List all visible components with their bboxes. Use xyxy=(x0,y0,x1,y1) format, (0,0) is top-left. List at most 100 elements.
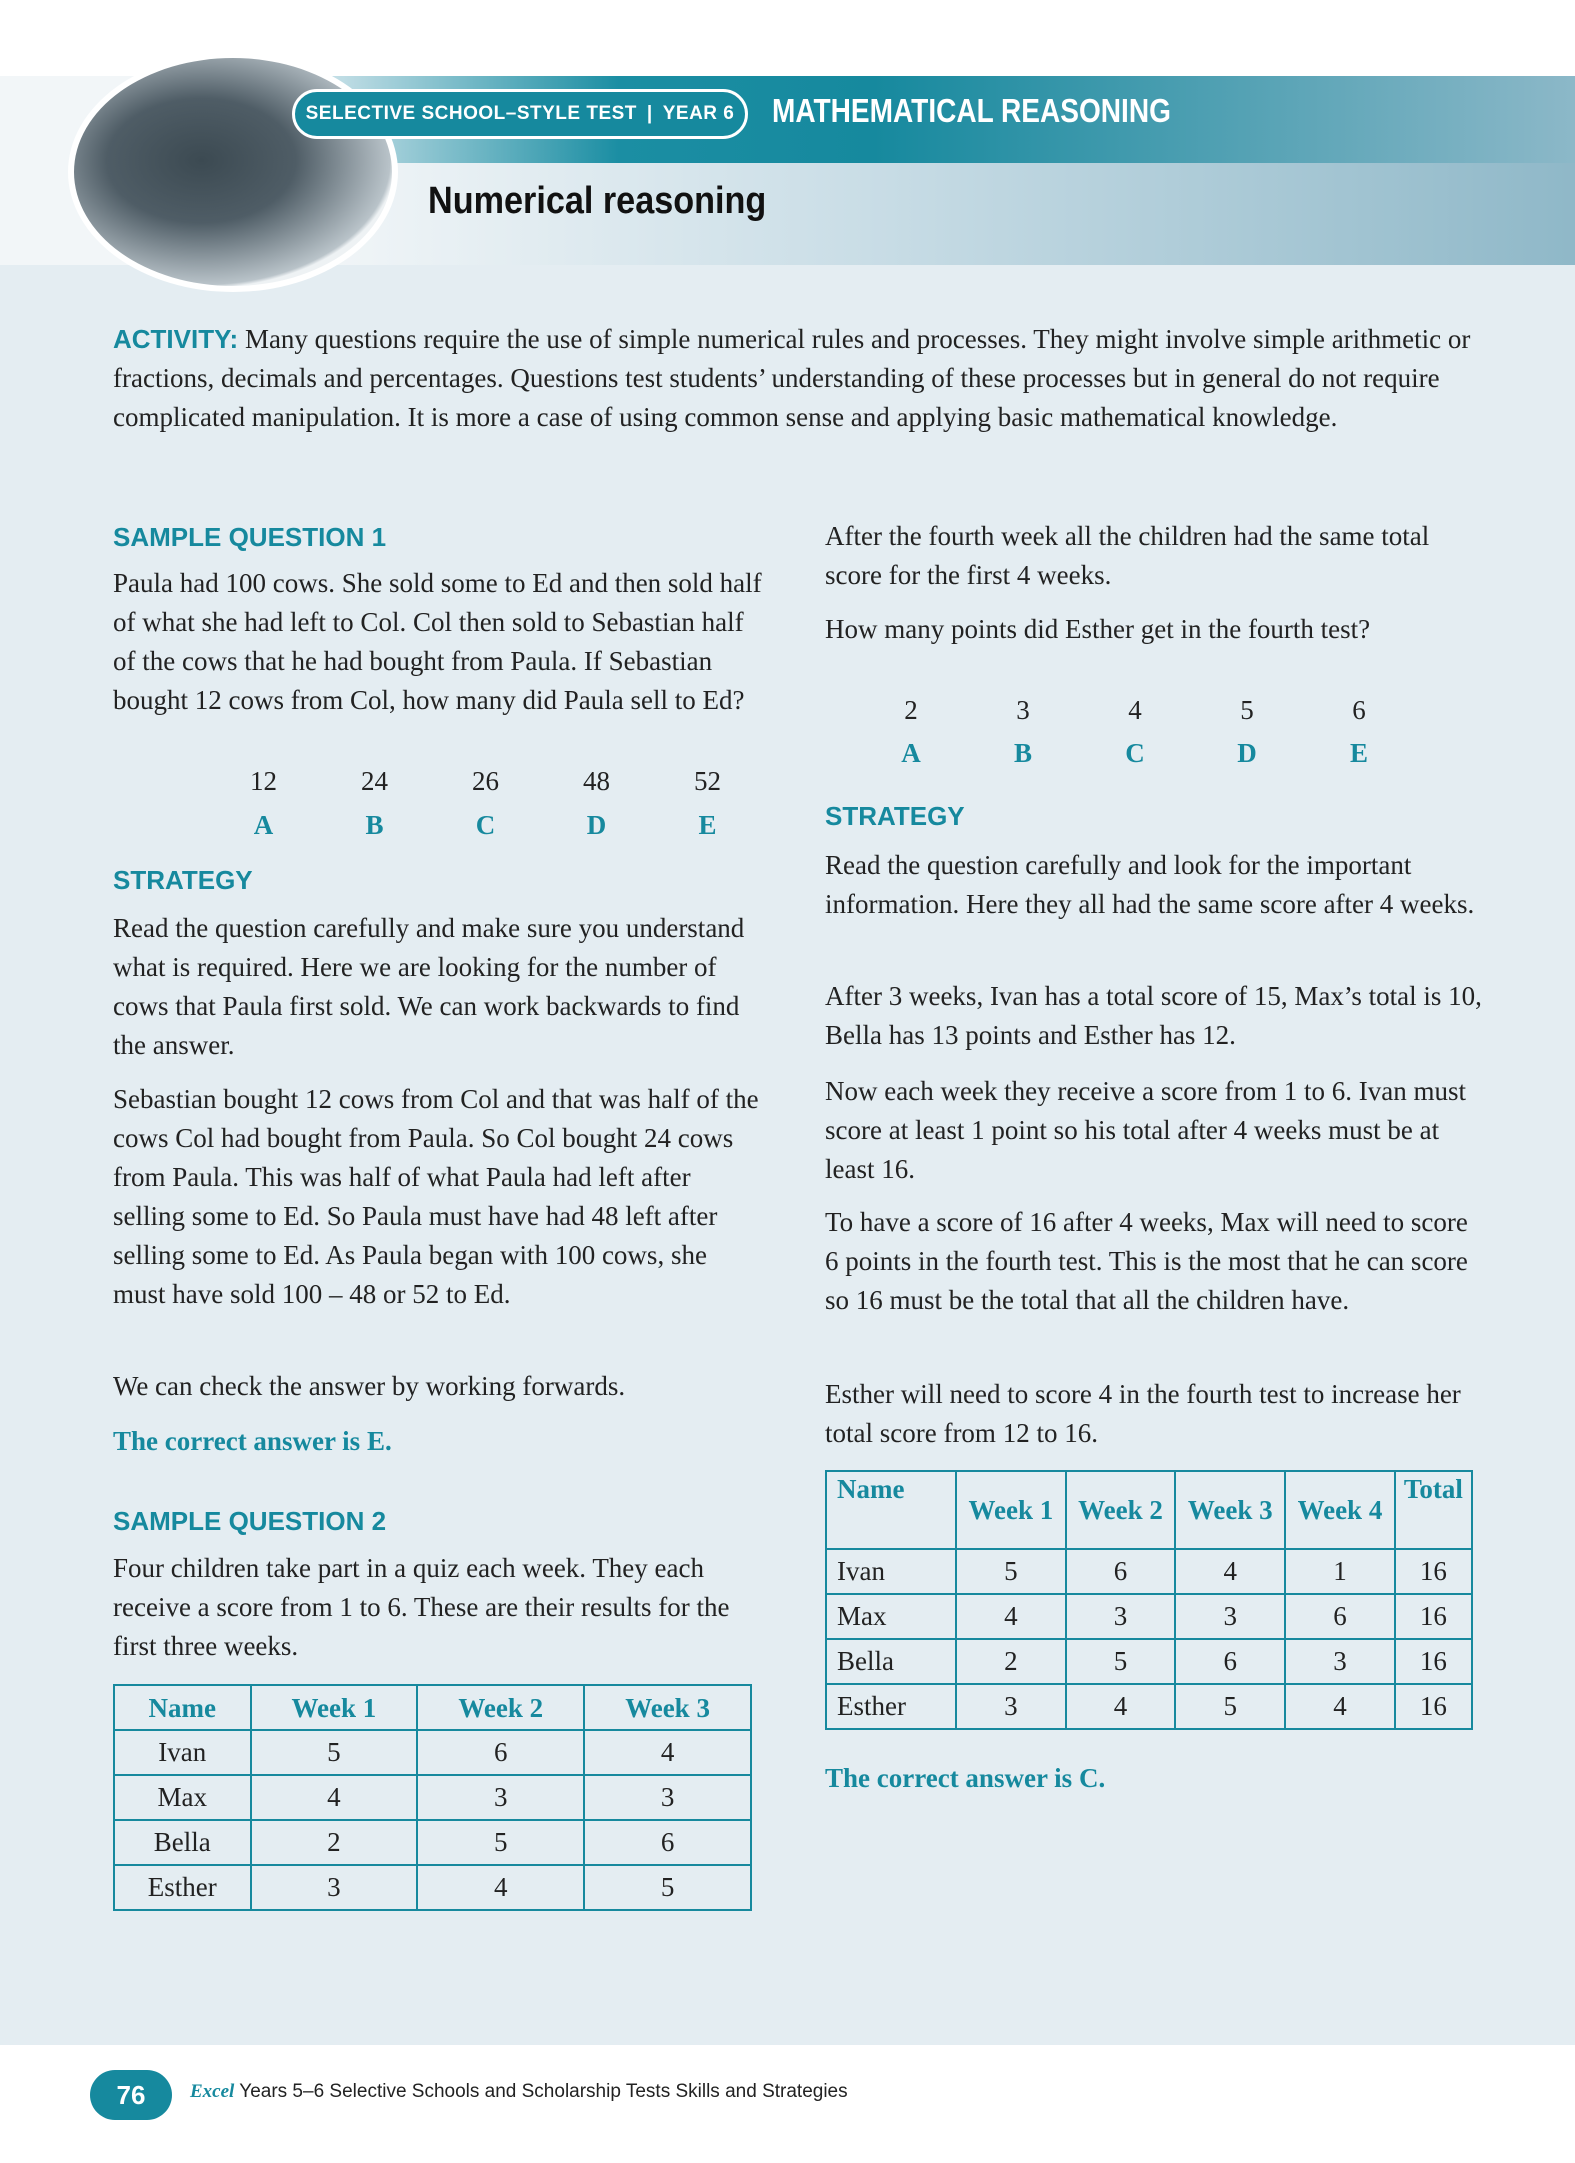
option-letter: D xyxy=(586,810,607,840)
table-cell: 4 xyxy=(1284,1683,1396,1730)
table-cell: 4 xyxy=(249,1774,419,1821)
q2-strategy-para: Now each week they receive a score from … xyxy=(825,1076,1466,1184)
table-cell: Bella xyxy=(113,1819,252,1866)
activity-paragraph: ACTIVITY: Many questions require the use… xyxy=(113,320,1483,437)
student-photo xyxy=(68,52,398,292)
q1-strategy-heading: STRATEGY xyxy=(113,865,253,895)
table-header: Total xyxy=(1393,1470,1474,1550)
option-value: 12 xyxy=(250,766,277,796)
table-header: Week 2 xyxy=(1064,1470,1177,1550)
activity-text: Many questions require the use of simple… xyxy=(113,324,1471,432)
option-letter: E xyxy=(1349,738,1368,768)
table-cell: Bella xyxy=(825,1638,957,1685)
table-cell: Max xyxy=(113,1774,252,1821)
table-header: Week 3 xyxy=(583,1684,752,1731)
table-cell: Ivan xyxy=(825,1548,957,1595)
option-letter: D xyxy=(1237,738,1257,768)
q1-text: Paula had 100 cows. She sold some to Ed … xyxy=(113,568,762,715)
activity-label: ACTIVITY: xyxy=(113,324,239,354)
option-letter: E xyxy=(698,810,717,840)
table-header: Week 1 xyxy=(249,1684,419,1731)
q2-heading: SAMPLE QUESTION 2 xyxy=(113,1506,387,1536)
q1-answer: The correct answer is E. xyxy=(113,1426,392,1456)
table-header-row: Name Week 1 Week 2 Week 3 Week 4 Total xyxy=(825,1470,1474,1550)
table-row: Ivan 5 6 4 xyxy=(113,1729,752,1776)
option-value: 24 xyxy=(361,766,388,796)
table-cell: 6 xyxy=(1064,1548,1177,1595)
table-cell: 5 xyxy=(249,1729,419,1776)
table-row: Max 4 3 3 6 16 xyxy=(825,1593,1474,1640)
table-header: Week 2 xyxy=(416,1684,586,1731)
q2-text-continued: After the fourth week all the children h… xyxy=(825,521,1430,590)
option-value: 48 xyxy=(583,766,610,796)
q2-options: 2 3 4 5 6 xyxy=(825,691,1485,730)
option-value: 26 xyxy=(472,766,499,796)
page-title: Numerical reasoning xyxy=(428,180,767,222)
q2-letters: A B C D E xyxy=(825,734,1485,773)
table-cell: 4 xyxy=(1064,1683,1177,1730)
q1-options: 12 24 26 48 52 xyxy=(113,762,763,801)
table-cell: 3 xyxy=(1174,1593,1287,1640)
table-row: Ivan 5 6 4 1 16 xyxy=(825,1548,1474,1595)
table-row: Max 4 3 3 xyxy=(113,1774,752,1821)
q2-strategy-para: To have a score of 16 after 4 weeks, Max… xyxy=(825,1207,1468,1315)
table-cell: Max xyxy=(825,1593,957,1640)
table-cell: 5 xyxy=(583,1864,752,1911)
page-number: 76 xyxy=(90,2070,172,2120)
option-value: 6 xyxy=(1352,695,1366,725)
table-cell: 2 xyxy=(955,1638,1067,1685)
q1-strategy-para: We can check the answer by working forwa… xyxy=(113,1371,626,1401)
table-cell: 3 xyxy=(416,1774,586,1821)
badge-separator: | xyxy=(646,103,653,124)
q2-strategy-heading: STRATEGY xyxy=(825,801,965,831)
test-badge: SELECTIVE SCHOOL–STYLE TEST | YEAR 6 xyxy=(292,89,748,139)
table-cell: 5 xyxy=(416,1819,586,1866)
table-row: Esther 3 4 5 4 16 xyxy=(825,1683,1474,1730)
footer-brand: Excel xyxy=(190,2081,235,2102)
results-table-4-weeks: Name Week 1 Week 2 Week 3 Week 4 Total Ivan 5 6… xyxy=(825,1470,1474,1730)
table-cell: 3 xyxy=(249,1864,419,1911)
table-cell: Ivan xyxy=(113,1729,252,1776)
footer-text: Excel Years 5–6 Selective Schools and Sc… xyxy=(190,2081,848,2103)
table-cell: Esther xyxy=(113,1864,252,1911)
q2-answer: The correct answer is C. xyxy=(825,1763,1106,1793)
table-header: Week 4 xyxy=(1284,1470,1396,1550)
table-header: Name xyxy=(113,1684,252,1731)
q2-text: Four children take part in a quiz each w… xyxy=(113,1553,730,1661)
q2-strategy-para: Esther will need to score 4 in the fourt… xyxy=(825,1379,1461,1448)
option-letter: C xyxy=(1125,738,1145,768)
q2-strategy-para: Read the question carefully and look for… xyxy=(825,850,1475,919)
table-cell: 16 xyxy=(1393,1548,1474,1595)
option-letter: A xyxy=(253,810,274,840)
q1-heading: SAMPLE QUESTION 1 xyxy=(113,522,387,552)
table-header: Name xyxy=(825,1470,957,1550)
table-row: Bella 2 5 6 xyxy=(113,1819,752,1866)
table-cell: 6 xyxy=(1174,1638,1287,1685)
option-letter: A xyxy=(901,738,921,768)
table-header: Week 3 xyxy=(1174,1470,1287,1550)
table-cell: 6 xyxy=(416,1729,586,1776)
table-cell: 1 xyxy=(1284,1548,1396,1595)
table-cell: 4 xyxy=(1174,1548,1287,1595)
option-letter: B xyxy=(365,810,384,840)
q1-strategy-para: Sebastian bought 12 cows from Col and th… xyxy=(113,1084,759,1309)
table-header-row: Name Week 1 Week 2 Week 3 xyxy=(113,1684,752,1731)
table-header: Week 1 xyxy=(955,1470,1067,1550)
table-cell: 3 xyxy=(583,1774,752,1821)
footer-title: Years 5–6 Selective Schools and Scholars… xyxy=(234,2081,848,2102)
results-table-3-weeks: Name Week 1 Week 2 Week 3 Ivan 5 6 4 Max 4 3 3 Be… xyxy=(113,1684,752,1911)
table-cell: 4 xyxy=(416,1864,586,1911)
table-row: Bella 2 5 6 3 16 xyxy=(825,1638,1474,1685)
option-value: 3 xyxy=(1016,695,1030,725)
table-cell: 6 xyxy=(1284,1593,1396,1640)
option-letter: B xyxy=(1013,738,1032,768)
table-cell: 16 xyxy=(1393,1593,1474,1640)
table-row: Esther 3 4 5 xyxy=(113,1864,752,1911)
q2-strategy-para: After 3 weeks, Ivan has a total score of… xyxy=(825,981,1482,1050)
option-letter: C xyxy=(475,810,496,840)
table-cell: Esther xyxy=(825,1683,957,1730)
table-cell: 3 xyxy=(955,1683,1067,1730)
subject-title: MATHEMATICAL REASONING xyxy=(772,92,1171,129)
q2-question: How many points did Esther get in the fo… xyxy=(825,614,1371,644)
table-cell: 5 xyxy=(955,1548,1067,1595)
